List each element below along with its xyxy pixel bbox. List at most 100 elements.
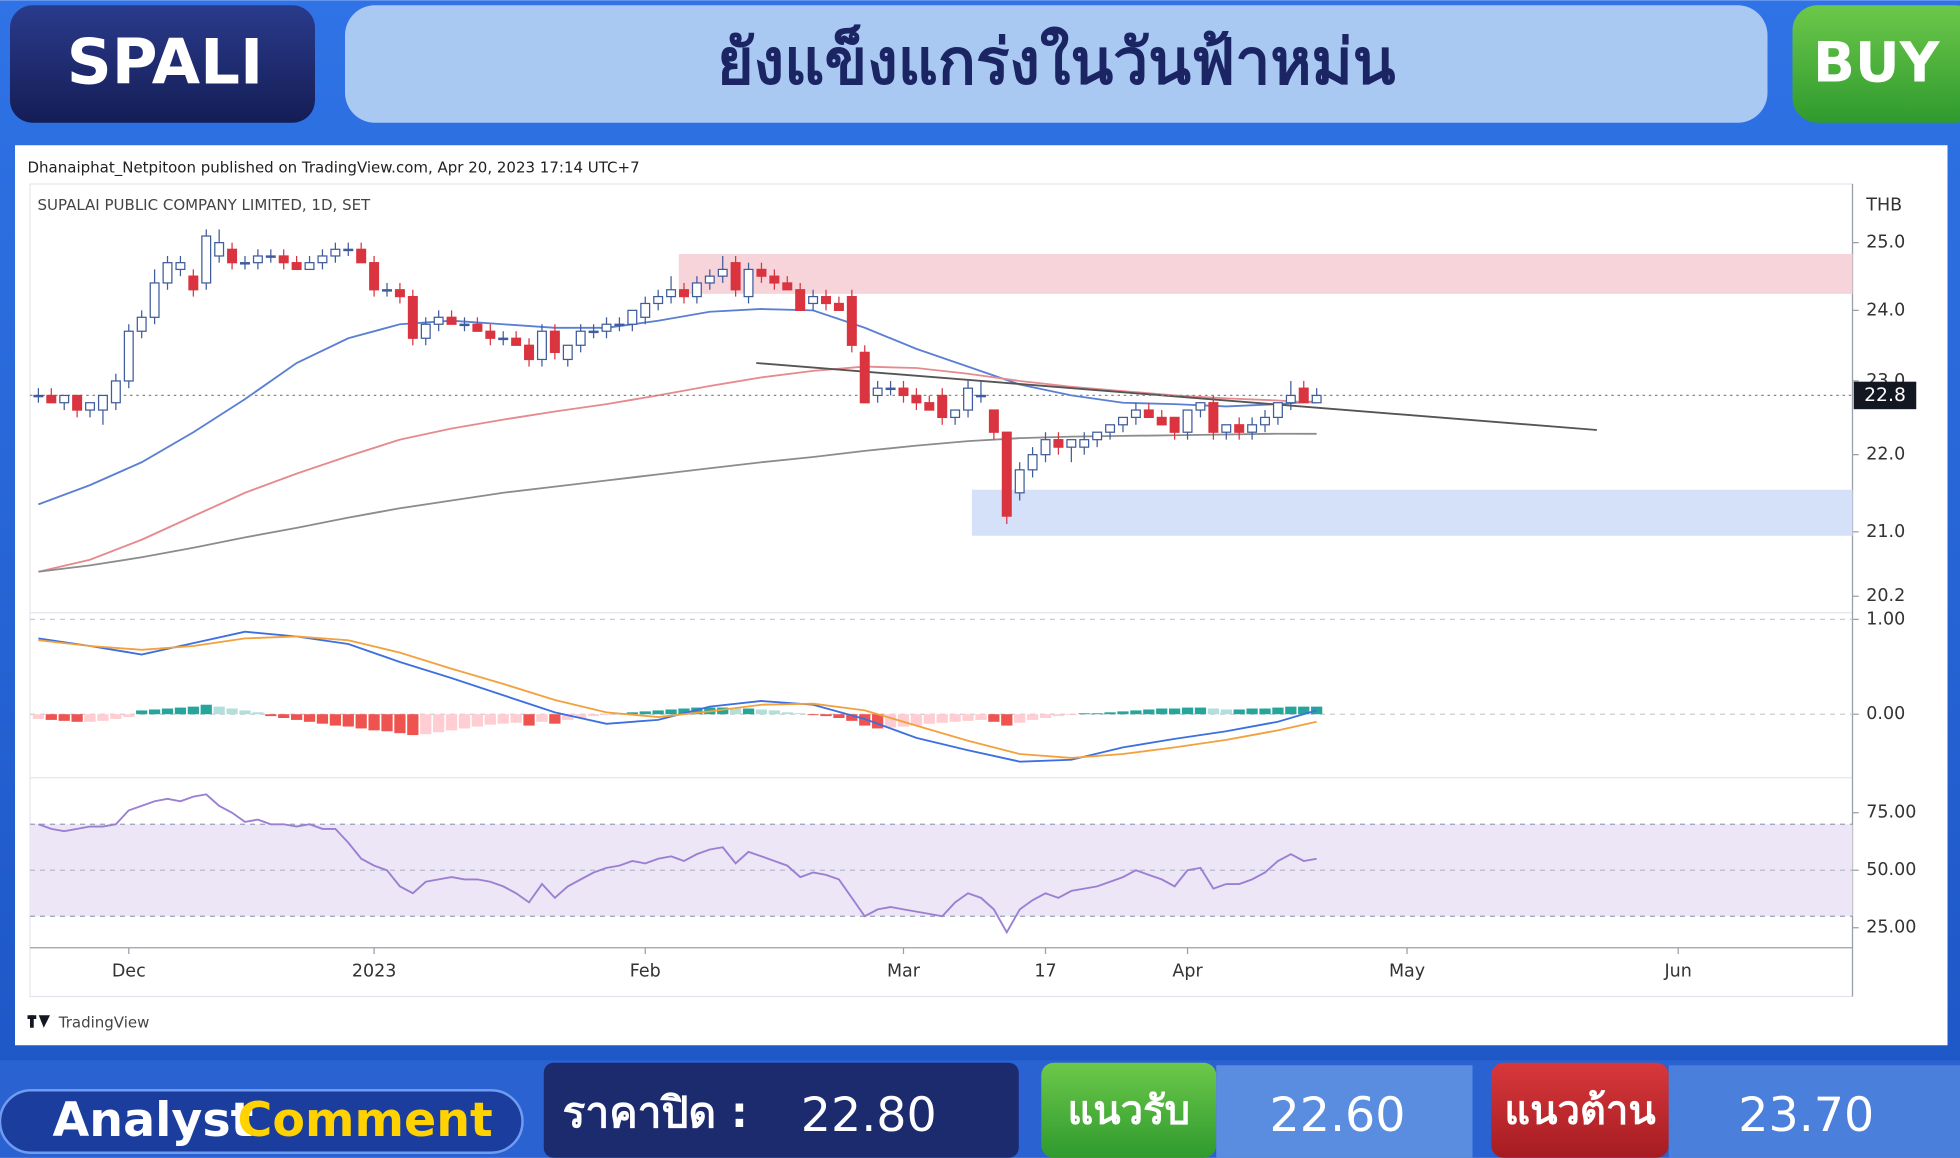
- macd-histogram-bar: [897, 714, 910, 727]
- candle-body: [33, 394, 44, 398]
- close-label: ราคาปิด :: [563, 1089, 748, 1138]
- candle-body: [46, 394, 57, 404]
- macd-histogram-bar: [368, 714, 380, 731]
- candle-body: [524, 344, 535, 361]
- macd-histogram-bar: [1246, 708, 1258, 715]
- plot: 20.221.022.023.024.025.022.81.000.0075.0…: [30, 229, 1917, 982]
- y-tick-label: 1.00: [1866, 609, 1905, 629]
- candle-body: [782, 282, 793, 291]
- macd-histogram-bar: [910, 714, 923, 726]
- candle-body: [149, 282, 160, 318]
- macd-histogram-bar: [1091, 713, 1103, 715]
- candle-body: [485, 330, 496, 339]
- macd-histogram-bar: [433, 714, 445, 733]
- macd-histogram-bar: [45, 714, 57, 720]
- chart-title: SUPALAI PUBLIC COMPANY LIMITED, 1D, SET: [38, 196, 372, 214]
- attribution: Dhanaiphat_Netpitoon published on Tradin…: [28, 158, 640, 177]
- candle-body: [1285, 394, 1296, 404]
- macd-histogram-bar: [1272, 707, 1284, 715]
- candle-body: [588, 330, 599, 334]
- candle-body: [420, 323, 431, 339]
- x-tick-label: Feb: [630, 962, 661, 982]
- macd-histogram-bar: [1169, 708, 1181, 715]
- candle-body: [1208, 402, 1219, 433]
- macd-histogram-bar: [768, 710, 780, 715]
- support-value-box: [1216, 1065, 1473, 1158]
- macd-histogram-bar: [872, 714, 884, 729]
- candle-body: [704, 275, 715, 284]
- support-box: [1041, 1062, 1217, 1158]
- candle-body: [536, 330, 547, 361]
- last-price-label: 22.8: [1864, 385, 1906, 406]
- macd-histogram-bar: [1156, 708, 1168, 715]
- y-tick-label: 75.00: [1866, 803, 1916, 823]
- macd-histogram-bar: [742, 708, 755, 715]
- x-tick-label: May: [1389, 962, 1425, 982]
- macd-histogram-bar: [587, 714, 600, 717]
- signal-box: [1792, 5, 1960, 123]
- symbol-box: [10, 5, 315, 123]
- candle-body: [214, 242, 225, 257]
- candle-body: [227, 248, 238, 264]
- macd-histogram-bar: [97, 714, 109, 721]
- candle-body: [1221, 424, 1232, 433]
- candle-body: [627, 309, 638, 325]
- candle-body: [188, 275, 199, 291]
- macd-histogram-bar: [407, 714, 419, 736]
- macd-histogram-bar: [342, 714, 354, 727]
- moving-average: [38, 432, 1317, 573]
- candle-body: [833, 302, 844, 311]
- candle-body: [1234, 424, 1245, 433]
- macd-histogram-bar: [794, 713, 806, 715]
- price-zone: [678, 253, 1853, 294]
- y-tick-label: 0.00: [1866, 704, 1905, 724]
- candle-body: [1182, 409, 1193, 433]
- macd-histogram-bar: [110, 714, 122, 719]
- candle-body: [795, 289, 806, 311]
- macd-histogram-bar: [975, 714, 987, 720]
- macd-histogram-bar: [717, 707, 729, 715]
- candle-body: [756, 268, 767, 277]
- candle-body: [278, 255, 289, 264]
- candle-body: [433, 316, 444, 325]
- macd-histogram-bar: [471, 714, 484, 727]
- macd-histogram-bar: [1285, 706, 1297, 715]
- rsi-line: [38, 793, 1317, 935]
- macd-histogram-bar: [923, 714, 935, 724]
- candle-body: [1117, 416, 1128, 426]
- candle-body: [265, 255, 276, 258]
- y-tick-label: 24.0: [1866, 300, 1905, 320]
- macd-histogram-bar: [510, 714, 522, 723]
- macd-histogram-bar: [652, 710, 664, 715]
- candle-body: [1027, 454, 1038, 471]
- logo-part: [30, 1015, 34, 1028]
- macd-histogram-bar: [884, 714, 897, 728]
- last-price-box: [1853, 381, 1917, 410]
- resistance-value-box: [1668, 1065, 1960, 1158]
- macd-histogram-bar: [213, 706, 225, 715]
- macd-histogram-bar: [1181, 707, 1194, 715]
- macd-histogram-bar: [755, 709, 768, 715]
- macd-histogram-bar: [575, 714, 587, 719]
- macd-histogram-bar: [32, 714, 45, 719]
- macd-histogram-bar: [1233, 709, 1245, 715]
- analyst-label: Analyst: [53, 1093, 254, 1148]
- symbol: SPALI: [67, 26, 264, 99]
- brand: TradingView: [58, 1013, 150, 1031]
- candle-body: [1079, 439, 1090, 448]
- candle-body: [717, 268, 728, 277]
- macd-histogram-bar: [329, 714, 341, 726]
- candle-body: [872, 387, 883, 397]
- y-tick-label: 50.00: [1866, 860, 1916, 880]
- macd-histogram-bar: [846, 714, 858, 721]
- macd-histogram-bar: [962, 714, 974, 721]
- macd-histogram-bar: [58, 714, 70, 721]
- resistance-label: แนวต้าน: [1504, 1088, 1655, 1134]
- trendline: [756, 362, 1597, 431]
- candle-body: [691, 282, 702, 298]
- macd-histogram-bar: [84, 714, 96, 722]
- candle-body: [614, 323, 625, 327]
- candle-body: [394, 289, 405, 298]
- candle-body: [175, 262, 186, 271]
